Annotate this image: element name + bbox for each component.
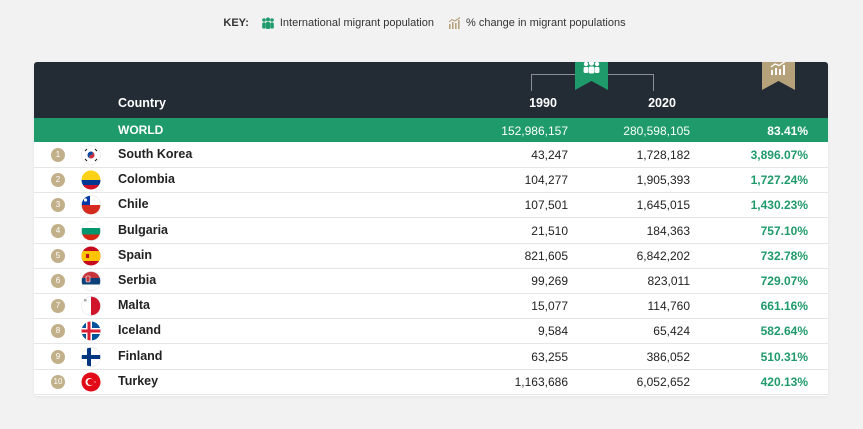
column-header-country: Country [118,96,166,110]
rank-badge: 8 [51,324,65,339]
country-name: Bulgaria [118,222,169,237]
key-item-percent-change-label: % change in migrant populations [465,17,626,29]
people-icon [262,17,274,29]
percent-change: 757.10% [760,223,808,238]
table-row: 3 Chile 107,501 1,645,015 1,430.23% [34,192,828,219]
table-row: 8 Iceland 9,584 65,424 582.64% [34,318,828,345]
finland-flag-icon [81,346,101,367]
country-name: Finland [118,348,163,363]
value-2020: 184,363 [646,223,690,238]
spain-flag-icon [81,246,101,266]
value-2020: 1,905,393 [636,173,690,188]
column-header-1990: 1990 [529,96,557,110]
rank-badge: 2 [51,173,65,188]
percent-change: 1,727.24% [750,173,808,188]
key-item-percent-change: % change in migrant populations [448,17,626,29]
value-2020: 65,424 [653,324,690,339]
growth-ribbon-icon [762,62,795,90]
world-name: WORLD [118,123,164,137]
value-1990: 63,255 [531,349,568,364]
percent-change: 3,896.07% [750,148,808,162]
table-row: 9 Finland 63,255 386,052 510.31% [34,344,828,370]
country-name: Colombia [118,172,175,187]
malta-flag-icon [81,296,101,316]
table-row: 6 Serbia 99,269 823,011 729.07% [34,268,828,294]
rank-badge: 5 [51,248,65,263]
country-name: Serbia [118,273,157,287]
country-name: Chile [118,197,149,212]
key-title: KEY: [223,17,249,29]
table-row: 10 Turkey 1,163,686 6,052,652 420.13% [34,369,828,395]
world-row: WORLD 152,986,157 280,598,105 83.41% [34,118,828,142]
key-item-migrant-population: International migrant population [261,17,434,29]
world-2020-value: 280,598,105 [623,124,690,138]
table-row: 4 Bulgaria 21,510 184,363 757.10% [34,218,828,244]
percent-change: 732.78% [760,248,808,263]
south-korea-flag-icon [81,145,101,165]
value-2020: 114,760 [647,299,691,314]
rank-badge: 9 [51,349,65,364]
value-1990: 43,247 [531,148,568,162]
serbia-flag-icon [81,271,101,291]
percent-change: 510.31% [760,349,808,364]
column-header-2020: 2020 [648,96,676,110]
country-name: Turkey [118,373,159,388]
migration-table: Country 1990 2020 WORLD 152,986,157 280,… [34,62,828,396]
percent-change: 661.16% [760,299,808,314]
table-row: 2 Colombia 104,277 1,905,393 1,727.24% [34,167,828,194]
growth-chart-icon [448,17,461,29]
table-header: Country 1990 2020 [34,62,828,118]
value-1990: 99,269 [531,274,568,288]
rank-badge: 4 [51,223,65,238]
value-1990: 21,510 [531,223,568,238]
value-2020: 386,052 [646,349,690,364]
value-2020: 823,011 [647,274,691,288]
rank-badge: 7 [51,299,65,314]
chile-flag-icon [81,195,101,216]
rank-badge: 3 [51,198,65,213]
iceland-flag-icon [81,321,101,341]
bulgaria-flag-icon [81,220,101,241]
colombia-flag-icon [81,170,101,190]
value-1990: 104,277 [524,173,568,188]
value-1990: 15,077 [531,299,568,314]
turkey-flag-icon [81,372,101,392]
table-row: 5 Spain 821,605 6,842,202 732.78% [34,243,828,269]
percent-change: 1,430.23% [750,198,808,213]
world-percent-change: 83.41% [767,124,808,138]
value-2020: 1,645,015 [636,198,690,213]
table-row: 1 South Korea 43,247 1,728,182 3,896.07% [34,142,828,168]
country-name: Iceland [118,323,162,338]
people-ribbon-icon [575,62,608,90]
value-1990: 107,501 [524,198,568,213]
key-legend: KEY: International migrant population % … [0,17,863,29]
table-row: 7 Malta 15,077 114,760 661.16% [34,293,828,320]
rank-badge: 10 [51,374,65,389]
world-1990-value: 152,986,157 [501,124,568,138]
country-name: South Korea [118,147,193,161]
percent-change: 420.13% [760,374,808,389]
percent-change: 729.07% [760,274,808,288]
country-name: Malta [118,298,150,313]
key-item-migrant-population-label: International migrant population [279,17,434,29]
value-2020: 1,728,182 [636,148,690,162]
value-1990: 9,584 [537,324,568,339]
value-2020: 6,052,652 [636,374,690,389]
value-2020: 6,842,202 [636,248,690,263]
value-1990: 1,163,686 [514,374,568,389]
rank-badge: 6 [51,274,65,288]
rank-badge: 1 [51,148,65,162]
percent-change: 582.64% [760,324,808,339]
country-name: Spain [118,247,153,262]
value-1990: 821,605 [524,248,568,263]
